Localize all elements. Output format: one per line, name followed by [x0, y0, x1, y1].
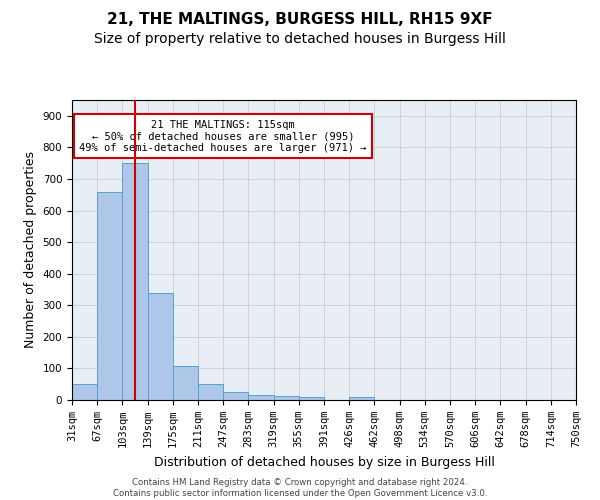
Bar — [97, 192, 122, 400]
Text: 21, THE MALTINGS, BURGESS HILL, RH15 9XF: 21, THE MALTINGS, BURGESS HILL, RH15 9XF — [107, 12, 493, 28]
Text: Size of property relative to detached houses in Burgess Hill: Size of property relative to detached ho… — [94, 32, 506, 46]
Text: 21 THE MALTINGS: 115sqm
← 50% of detached houses are smaller (995)
49% of semi-d: 21 THE MALTINGS: 115sqm ← 50% of detache… — [79, 120, 367, 152]
Bar — [274, 396, 299, 400]
Bar — [72, 384, 97, 400]
Bar — [198, 384, 223, 400]
Bar — [148, 292, 173, 400]
Bar — [223, 392, 248, 400]
Bar — [349, 398, 374, 400]
Y-axis label: Number of detached properties: Number of detached properties — [24, 152, 37, 348]
Bar — [248, 396, 274, 400]
Bar — [122, 163, 148, 400]
Text: Distribution of detached houses by size in Burgess Hill: Distribution of detached houses by size … — [154, 456, 494, 469]
Bar — [173, 366, 198, 400]
Text: Contains HM Land Registry data © Crown copyright and database right 2024.
Contai: Contains HM Land Registry data © Crown c… — [113, 478, 487, 498]
Bar — [299, 398, 324, 400]
